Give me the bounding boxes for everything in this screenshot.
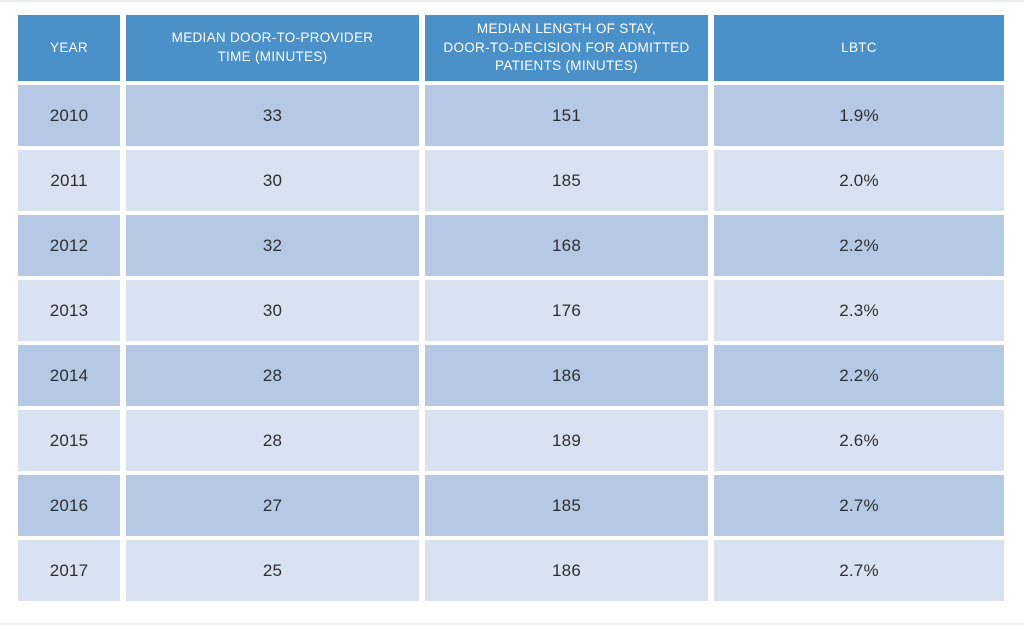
cell-length-of-stay: 186: [425, 345, 708, 406]
header-cell-year: YEAR: [18, 15, 120, 81]
cell-door-to-provider: 28: [126, 410, 419, 471]
cell-lbtc: 2.6%: [714, 410, 1004, 471]
cell-door-to-provider: 30: [126, 150, 419, 211]
cell-door-to-provider: 30: [126, 280, 419, 341]
cell-year: 2015: [18, 410, 120, 471]
cell-lbtc: 2.0%: [714, 150, 1004, 211]
cell-door-to-provider: 25: [126, 540, 419, 601]
cell-length-of-stay: 185: [425, 150, 708, 211]
cell-door-to-provider: 33: [126, 85, 419, 146]
cell-year: 2014: [18, 345, 120, 406]
cell-lbtc: 2.7%: [714, 540, 1004, 601]
cell-length-of-stay: 186: [425, 540, 708, 601]
header-cell-door-to-provider: MEDIAN DOOR-TO-PROVIDER TIME (MINUTES): [126, 15, 419, 81]
cell-door-to-provider: 28: [126, 345, 419, 406]
cell-year: 2011: [18, 150, 120, 211]
cell-length-of-stay: 185: [425, 475, 708, 536]
cell-lbtc: 2.7%: [714, 475, 1004, 536]
cell-door-to-provider: 27: [126, 475, 419, 536]
cell-door-to-provider: 32: [126, 215, 419, 276]
cell-year: 2013: [18, 280, 120, 341]
cell-length-of-stay: 189: [425, 410, 708, 471]
cell-length-of-stay: 151: [425, 85, 708, 146]
cell-lbtc: 2.2%: [714, 215, 1004, 276]
cell-lbtc: 1.9%: [714, 85, 1004, 146]
cell-length-of-stay: 176: [425, 280, 708, 341]
header-cell-length-of-stay: MEDIAN LENGTH OF STAY, DOOR-TO-DECISION …: [425, 15, 708, 81]
cell-lbtc: 2.3%: [714, 280, 1004, 341]
cell-year: 2017: [18, 540, 120, 601]
data-table: YEAR MEDIAN DOOR-TO-PROVIDER TIME (MINUT…: [18, 15, 1004, 601]
cell-length-of-stay: 168: [425, 215, 708, 276]
cell-year: 2010: [18, 85, 120, 146]
cell-year: 2016: [18, 475, 120, 536]
header-cell-lbtc: LBTC: [714, 15, 1004, 81]
cell-year: 2012: [18, 215, 120, 276]
cell-lbtc: 2.2%: [714, 345, 1004, 406]
